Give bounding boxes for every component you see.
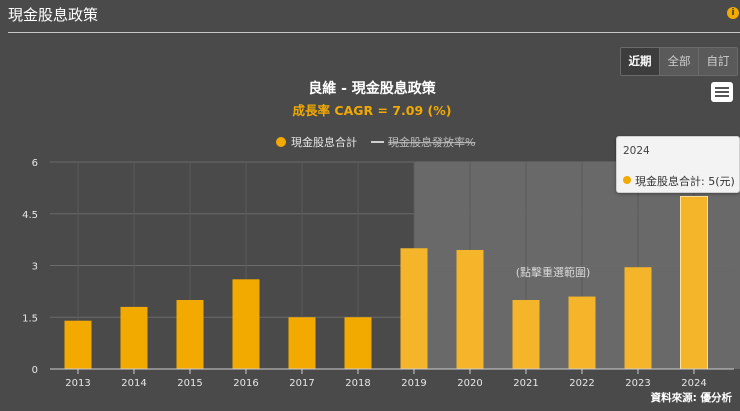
bar-2019[interactable] [400,248,428,369]
range-selector: 近期 全部 自訂 [620,47,738,76]
legend-item-payout-ratio[interactable]: 現金股息發放率% [388,135,475,149]
x-tick-label: 2021 [513,378,538,389]
x-tick-label: 2016 [233,378,258,389]
bar-2013[interactable] [64,320,92,369]
bar-2017[interactable] [288,317,316,369]
bar-2024[interactable] [680,196,708,370]
y-tick-label: 0 [32,365,38,376]
bar-2016[interactable] [232,279,260,369]
legend: 現金股息合計 現金股息發放率% [276,135,475,149]
info-icon[interactable]: i [727,7,739,19]
y-tick-label: 1.5 [22,313,38,324]
x-tick-label: 2015 [177,378,202,389]
x-tick-label: 2014 [121,378,146,389]
legend-item-cash-dividend[interactable]: 現金股息合計 [291,135,357,149]
x-tick-label: 2019 [401,378,426,389]
x-tick-label: 2023 [625,378,650,389]
bar-2022[interactable] [568,296,596,369]
y-tick-label: 4.5 [22,210,38,221]
hamburger-menu-icon[interactable] [711,82,733,102]
tooltip-series-marker [623,176,631,184]
range-custom-button[interactable]: 自訂 [699,48,737,75]
chart-subtitle: 成長率 CAGR = 7.09 (%) [293,103,452,118]
bar-2021[interactable] [512,300,540,369]
bar-2018[interactable] [344,317,372,369]
bar-2020[interactable] [456,249,484,369]
range-all-button[interactable]: 全部 [660,48,699,75]
x-tick-label: 2018 [345,378,370,389]
chart-title: 良維 - 現金股息政策 [308,80,437,97]
y-tick-label: 3 [32,262,38,273]
divider [8,32,740,33]
x-tick-label: 2020 [457,378,482,389]
x-tick-label: 2022 [569,378,594,389]
tooltip: 2024 現金股息合計: 5(元) [616,136,740,193]
range-recent-button[interactable]: 近期 [621,48,660,75]
x-tick-label: 2024 [681,378,706,389]
legend-marker-cash-dividend [276,137,286,147]
bar-2023[interactable] [624,267,652,369]
source-credit: 資料來源: 優分析 [650,392,732,404]
highlight-hint[interactable]: (點擊重選範圍) [516,265,591,279]
panel-title: 現金股息政策 [8,6,99,24]
bar-2015[interactable] [176,300,204,369]
tooltip-value: 現金股息合計: 5(元) [635,175,735,188]
bar-2014[interactable] [120,306,148,369]
tooltip-year: 2024 [623,145,650,157]
x-tick-label: 2017 [289,378,314,389]
y-tick-label: 6 [32,158,38,169]
x-tick-label: 2013 [65,378,90,389]
